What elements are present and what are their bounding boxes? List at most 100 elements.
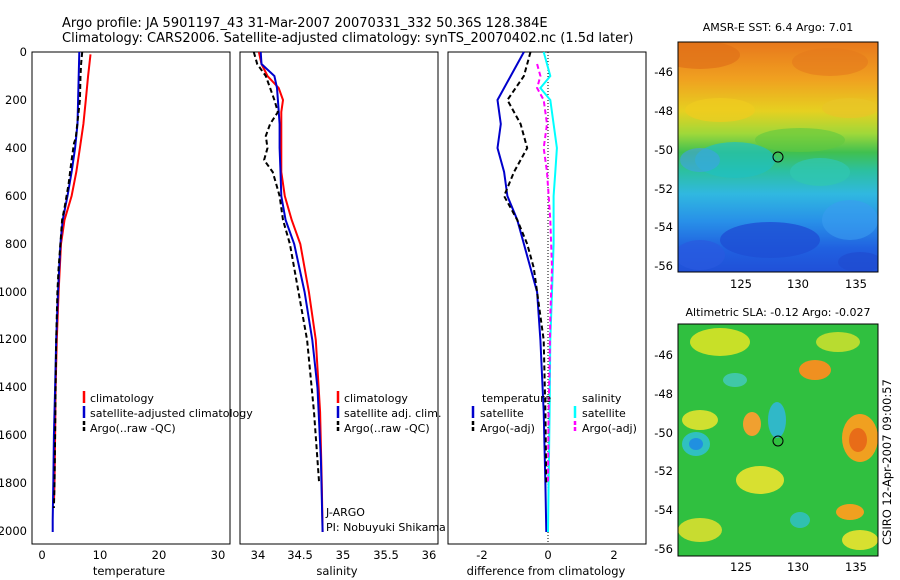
sst-cyan-patch [695, 142, 775, 178]
sst-lon-tick-labels: 125 130 135 [730, 277, 867, 291]
legend-heading-salinity: salinity [582, 392, 622, 405]
temperature-x-axis-label: temperature [93, 564, 165, 578]
lat-tick-label: -50 [654, 426, 673, 440]
difference-series-lines [496, 51, 558, 533]
depth-tick-label: 1200 [0, 332, 27, 346]
depth-tick-label: 600 [5, 189, 27, 203]
difference-x-tick-labels: -2 0 2 [476, 548, 617, 562]
lat-tick-label: -48 [654, 104, 673, 118]
sst-deep-patch [838, 252, 878, 272]
legend-label-sal-satellite: satellite [582, 407, 626, 420]
lat-tick-label: -54 [654, 503, 673, 517]
pi-annotation: PI: Nobuyuki Shikama [326, 521, 446, 534]
lat-tick-label: -52 [654, 182, 673, 196]
lon-tick-label: 135 [845, 560, 867, 574]
sla-cyan-patch [723, 373, 747, 387]
depth-tick-labels: 0 200 400 600 800 1000 1200 1400 1600 18… [0, 45, 27, 538]
figure-title-line2: Climatology: CARS2006. Satellite-adjuste… [62, 31, 634, 46]
sla-map-title: Altimetric SLA: -0.12 Argo: -0.027 [686, 306, 871, 319]
lat-tick-label: -54 [654, 220, 673, 234]
legend-label-climatology: climatology [344, 392, 408, 405]
sla-orange-patch [799, 360, 831, 380]
x-tick-label: 10 [93, 548, 108, 562]
legend-label-climatology: climatology [90, 392, 154, 405]
sla-yellow-patch [682, 410, 718, 430]
salinity-series-lines [252, 51, 324, 533]
sla-cyan-patch [790, 512, 810, 528]
series-line-argo-raw-qc- [52, 51, 84, 509]
sst-blue-patch [822, 200, 878, 240]
series-line-temperature-argo-adj- [502, 51, 548, 485]
sla-yellow-patch [690, 328, 750, 356]
x-tick-label: 34 [251, 548, 266, 562]
x-tick-label: 0 [544, 548, 551, 562]
sla-orange-patch [836, 504, 864, 520]
depth-tick-label: 1400 [0, 380, 27, 394]
sst-deep-patch [678, 240, 725, 270]
legend-heading-temperature: temperature [482, 392, 551, 405]
depth-tick-label: 1600 [0, 428, 27, 442]
sst-lat-tick-labels: -46 -48 -50 -52 -54 -56 [654, 65, 673, 273]
depth-tick-label: 1000 [0, 285, 27, 299]
legend-label-argo: Argo(..raw -QC) [344, 422, 430, 435]
lat-tick-label: -46 [654, 65, 673, 79]
temperature-legend: climatology satellite-adjusted climatolo… [82, 391, 253, 435]
legend-label-temp-argo: Argo(-adj) [480, 422, 535, 435]
lat-tick-label: -56 [654, 542, 673, 556]
sla-orange-patch [743, 412, 761, 436]
salinity-x-axis-label: salinity [316, 564, 357, 578]
sst-map-title: AMSR-E SST: 6.4 Argo: 7.01 [703, 21, 854, 34]
depth-tick-label: 1800 [0, 476, 27, 490]
sst-argo-location-marker [772, 151, 784, 163]
x-tick-label: 36 [422, 548, 437, 562]
series-line-satellite-adj-clim- [259, 51, 324, 533]
sst-heatmap [678, 42, 878, 272]
sla-orange-patch [849, 428, 867, 452]
x-tick-label: 20 [152, 548, 167, 562]
x-tick-label: 2 [610, 548, 617, 562]
sla-yellow-patch [842, 530, 878, 550]
lat-tick-label: -48 [654, 387, 673, 401]
x-tick-label: 0 [38, 548, 45, 562]
sst-deep-patch [720, 222, 820, 258]
series-line-salinity-satellite [539, 51, 558, 533]
lat-tick-label: -46 [654, 348, 673, 362]
legend-label-satellite: satellite adj. clim. [344, 407, 441, 420]
legend-label-sal-argo: Argo(-adj) [582, 422, 637, 435]
sst-blue-patch [680, 148, 720, 172]
sla-lat-tick-labels: -46 -48 -50 -52 -54 -56 [654, 348, 673, 556]
depth-tick-label: 200 [5, 93, 27, 107]
difference-plot-frame [447, 51, 647, 545]
series-line-temperature-satellite [496, 51, 548, 533]
sla-heatmap-patches [678, 328, 878, 550]
series-line-salinity-argo-adj- [536, 63, 554, 485]
lon-tick-label: 130 [787, 560, 809, 574]
temperature-x-tick-labels: 0 10 20 30 [38, 548, 225, 562]
temperature-plot-frame [31, 51, 231, 545]
sla-blue-patch [689, 438, 703, 450]
sst-yellow-patch [822, 98, 878, 118]
x-tick-label: 30 [211, 548, 226, 562]
lon-tick-label: 125 [730, 277, 752, 291]
x-tick-label: 34.5 [287, 548, 313, 562]
sla-yellow-patch [736, 466, 784, 494]
sst-green-patch [755, 128, 845, 152]
salinity-plot-frame [239, 51, 439, 545]
x-tick-label: 35 [336, 548, 351, 562]
sla-cyan-patch [768, 402, 786, 438]
sst-cyan-patch [790, 158, 850, 186]
legend-label-argo: Argo(..raw -QC) [90, 422, 176, 435]
credit-timestamp: CSIRO 12-Apr-2007 09:00:57 [880, 379, 894, 545]
depth-tick-label: 2000 [0, 524, 27, 538]
sla-lon-tick-labels: 125 130 135 [730, 560, 867, 574]
difference-legend: temperature satellite Argo(-adj) salinit… [471, 392, 637, 435]
sst-warm-patch [678, 42, 740, 69]
sla-heatmap [678, 324, 878, 556]
sla-yellow-patch [678, 518, 722, 542]
salinity-x-tick-labels: 34 34.5 35 35.5 36 [251, 548, 437, 562]
lon-tick-label: 130 [787, 277, 809, 291]
sla-yellow-patch [816, 332, 860, 352]
sla-map-frame [677, 323, 879, 557]
sst-warm-patch [792, 48, 868, 76]
